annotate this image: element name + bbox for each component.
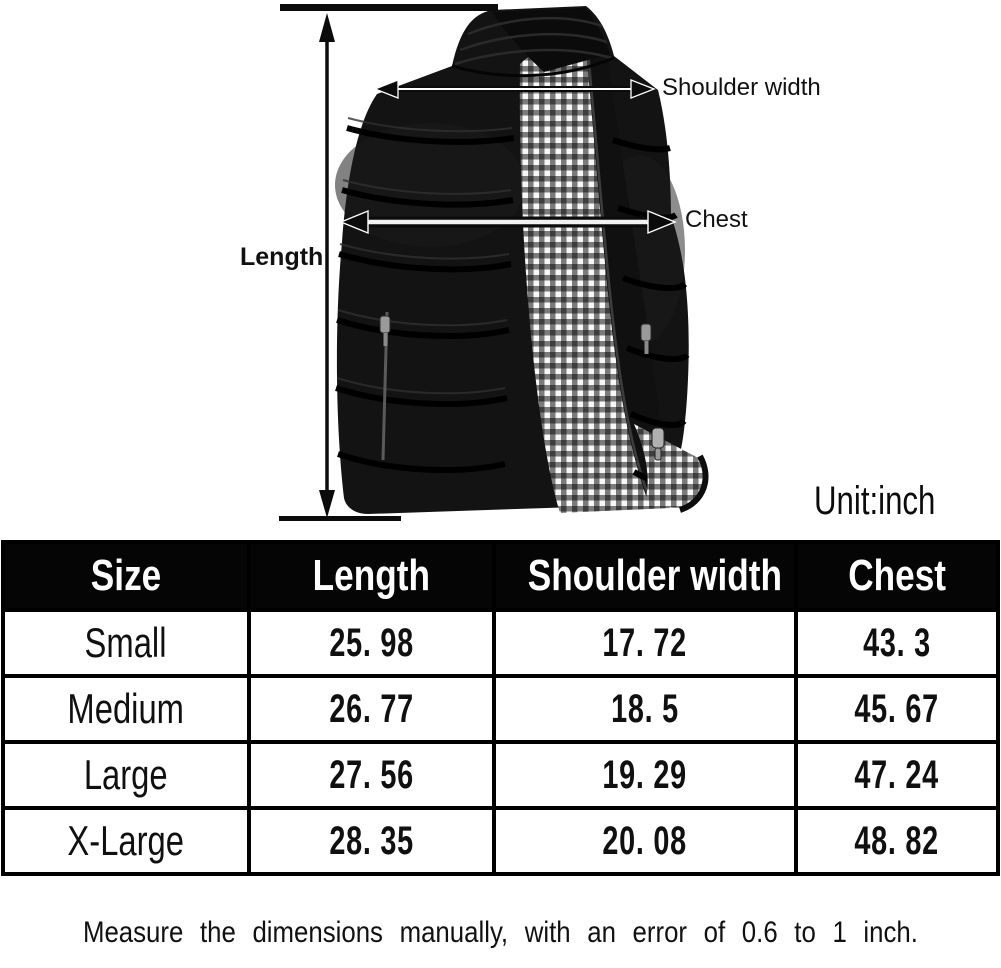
- header-size: Size: [1, 540, 251, 612]
- cell-chest: 43. 3: [793, 608, 1001, 678]
- left-pocket-zipper-icon: [379, 311, 391, 461]
- vest-illustration: [279, 4, 709, 521]
- shoulder-value: 20. 08: [602, 818, 687, 863]
- chest-label: Chest: [685, 206, 748, 233]
- size-value: Small: [84, 619, 167, 666]
- front-zipper-pull-icon: [651, 427, 665, 461]
- header-chest-label: Chest: [848, 551, 946, 600]
- cell-length: 27. 56: [246, 740, 496, 810]
- header-length: Length: [246, 540, 496, 612]
- chest-value: 45. 67: [854, 686, 940, 731]
- table-row-small: Small 25. 98 17. 72 43. 3: [1, 608, 1001, 678]
- size-value: X-Large: [67, 817, 185, 864]
- length-value: 25. 98: [328, 620, 414, 665]
- cell-size: Large: [1, 740, 251, 810]
- chest-value: 43. 3: [863, 620, 931, 665]
- cell-chest: 47. 24: [793, 740, 1001, 810]
- cell-shoulder: 19. 29: [491, 740, 798, 810]
- measurement-note-text: Measure the dimensions manually, with an…: [83, 916, 918, 949]
- shoulder-width-label: Shoulder width: [662, 74, 821, 101]
- cell-chest: 48. 82: [793, 806, 1001, 876]
- cell-shoulder: 18. 5: [491, 674, 798, 744]
- cell-size: Medium: [1, 674, 251, 744]
- chest-value: 47. 24: [854, 752, 940, 797]
- header-shoulder-width-label: Shoulder width: [527, 551, 782, 600]
- length-value: 26. 77: [328, 686, 414, 731]
- right-pocket-zipper-icon: [640, 323, 652, 354]
- cell-length: 26. 77: [246, 674, 496, 744]
- size-value: Medium: [67, 685, 185, 732]
- table-row-large: Large 27. 56 19. 29 47. 24: [1, 740, 1001, 810]
- size-value: Large: [83, 751, 168, 798]
- header-chest: Chest: [793, 540, 1001, 612]
- table-header-row: Size Length Shoulder width Chest: [1, 540, 1001, 612]
- chest-arrow: [339, 209, 677, 235]
- measurement-note: Measure the dimensions manually, with an…: [0, 916, 1001, 950]
- shoulder-width-arrow: [373, 79, 656, 99]
- shoulder-value: 19. 29: [602, 752, 687, 797]
- length-value: 27. 56: [328, 752, 414, 797]
- header-shoulder-width: Shoulder width: [491, 540, 798, 612]
- cell-size: X-Large: [1, 806, 251, 876]
- unit-label: Unit:inch: [814, 479, 936, 523]
- cell-length: 28. 35: [246, 806, 496, 876]
- table-row-x-large: X-Large 28. 35 20. 08 48. 82: [1, 806, 1001, 876]
- shoulder-value: 18. 5: [610, 686, 679, 731]
- chest-value: 48. 82: [854, 818, 940, 863]
- cell-size: Small: [1, 608, 251, 678]
- shoulder-value: 17. 72: [602, 620, 687, 665]
- cell-shoulder: 20. 08: [491, 806, 798, 876]
- header-size-label: Size: [90, 551, 162, 600]
- cell-length: 25. 98: [246, 608, 496, 678]
- header-length-label: Length: [312, 551, 430, 600]
- cell-chest: 45. 67: [793, 674, 1001, 744]
- table-row-medium: Medium 26. 77 18. 5 45. 67: [1, 674, 1001, 744]
- size-table: Size Length Shoulder width Chest Small 2…: [1, 540, 1001, 876]
- cell-shoulder: 17. 72: [491, 608, 798, 678]
- puffer-vest: [335, 6, 709, 514]
- length-value: 28. 35: [328, 818, 414, 863]
- length-arrow: [279, 4, 498, 521]
- length-label: Length: [240, 243, 324, 271]
